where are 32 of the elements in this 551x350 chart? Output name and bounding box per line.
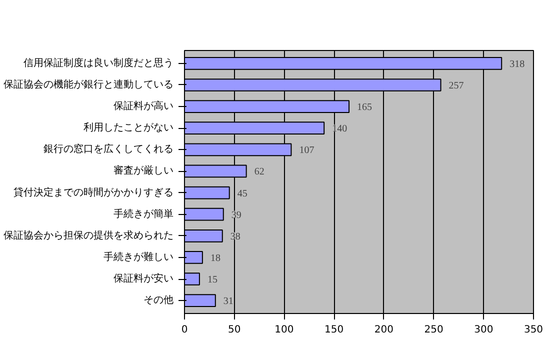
data-label: 38 — [230, 231, 240, 242]
data-label: 140 — [332, 124, 348, 135]
x-tick-label: 300 — [474, 324, 494, 336]
data-label: 107 — [299, 145, 314, 156]
y-tick-label: 保証料が高い — [114, 100, 174, 112]
data-label: 318 — [510, 58, 525, 70]
x-tick-label: 0 — [181, 324, 188, 336]
y-tick-label: 利用したことがない — [84, 122, 174, 134]
y-tick-label: 審査が厳しい — [114, 164, 174, 177]
x-tick-label: 350 — [524, 324, 544, 336]
data-label: 15 — [207, 274, 218, 286]
data-label: 45 — [237, 188, 248, 200]
data-label: 257 — [448, 80, 464, 92]
y-tick-label: 銀行の窓口を広くしてくれる — [44, 143, 174, 156]
x-tick-label: 250 — [424, 324, 444, 336]
x-tick-label: 150 — [324, 324, 344, 336]
y-tick-label: 貸付決定までの時間がかかりすぎる — [14, 186, 174, 198]
y-tick-label: 保証協会の機能が銀行と連動している — [4, 78, 174, 90]
y-tick-label: 保証協会から担保の提供を求められた — [4, 229, 174, 242]
data-label: 165 — [357, 102, 372, 114]
data-label: 18 — [210, 252, 220, 264]
data-label: 39 — [231, 210, 242, 221]
x-tick-label: 100 — [274, 324, 294, 336]
y-tick-label: 手続きが難しい — [104, 250, 174, 263]
y-tick-label: その他 — [144, 294, 174, 306]
x-tick-label: 50 — [228, 324, 241, 336]
y-tick-label: 信用保証制度は良い制度だと思う — [24, 56, 174, 69]
y-tick-label: 保証料が安い — [114, 272, 174, 285]
data-label: 62 — [254, 166, 264, 178]
x-tick-label: 200 — [374, 324, 394, 336]
y-tick-label: 手続きが簡単 — [114, 208, 174, 220]
data-label: 31 — [223, 296, 234, 308]
